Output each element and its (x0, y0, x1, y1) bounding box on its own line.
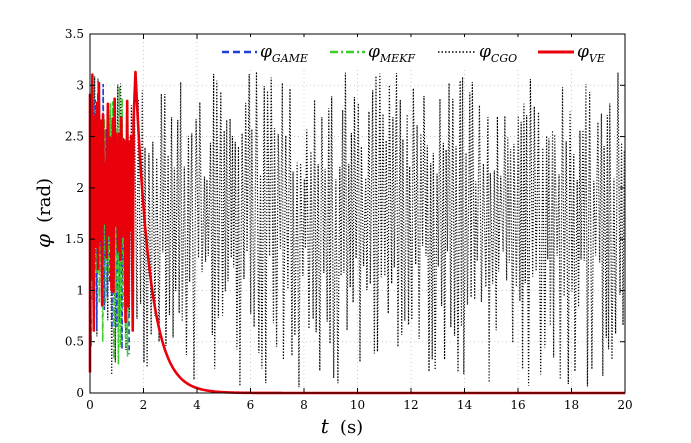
x-tick-label: 12 (403, 398, 418, 412)
x-tick-label: 20 (617, 398, 632, 412)
legend-subscript-ve: VE (589, 52, 605, 65)
legend-subscript-mekf: MEKF (379, 52, 416, 65)
legend-symbol-mekf: φ (368, 42, 380, 62)
x-axis-symbol: t (321, 414, 330, 438)
svg-text:t (s): t (s) (321, 414, 363, 438)
series-line-mekf (89, 86, 130, 365)
y-tick-label: 3.5 (65, 27, 84, 41)
x-tick-label: 18 (564, 398, 579, 412)
legend-entry-mekf: φMEKF (330, 42, 415, 65)
plot-area (88, 70, 625, 395)
svg-text:φCGO: φCGO (479, 42, 517, 65)
series-line-game (89, 84, 131, 355)
x-tick-label: 16 (510, 398, 525, 412)
svg-text:φ (rad): φ (rad) (31, 178, 55, 248)
legend-symbol-game: φ (260, 42, 272, 62)
series-line-cgo (89, 71, 625, 388)
x-axis-unit: (s) (340, 417, 363, 438)
legend-entry-game: φGAME (222, 42, 308, 65)
y-tick-label: 2.5 (65, 130, 84, 144)
svg-text:φGAME: φGAME (260, 42, 308, 65)
legend-entry-cgo: φCGO (438, 42, 517, 65)
grid (89, 33, 626, 394)
y-tick-label: 1 (76, 283, 84, 297)
y-tick-label: 0 (76, 386, 84, 400)
legend-entry-ve: φVE (538, 42, 605, 65)
axis-ticks: 0 2 4 6 8 10 12 14 16 18 20 0 0.5 1 1.5 2 2.5 3 3.5 (65, 27, 633, 412)
y-tick-label: 0.5 (65, 335, 84, 349)
x-tick-label: 8 (300, 398, 308, 412)
x-tick-label: 6 (247, 398, 255, 412)
legend-subscript-game: GAME (272, 52, 308, 65)
x-tick-label: 10 (350, 398, 365, 412)
y-tick-label: 3 (76, 78, 84, 92)
svg-text:φVE: φVE (577, 42, 605, 65)
legend-symbol-ve: φ (577, 42, 589, 62)
y-axis-unit: (rad) (34, 178, 55, 223)
legend-symbol-cgo: φ (479, 42, 491, 62)
x-tick-label: 2 (140, 398, 148, 412)
x-tick-label: 4 (193, 398, 201, 412)
y-tick-label: 1.5 (65, 232, 84, 246)
x-tick-label: 0 (86, 398, 94, 412)
y-axis-symbol: φ (31, 234, 55, 248)
svg-text:φMEKF: φMEKF (368, 42, 415, 65)
y-tick-label: 2 (76, 181, 84, 195)
y-axis-label: φ (rad) (31, 178, 55, 248)
legend-subscript-cgo: CGO (491, 52, 517, 65)
x-tick-label: 14 (457, 398, 473, 412)
x-axis-label: t (s) (321, 414, 363, 438)
legend: φGAME φMEKF φCGO φVE (217, 37, 621, 67)
plot-frame (89, 33, 626, 394)
